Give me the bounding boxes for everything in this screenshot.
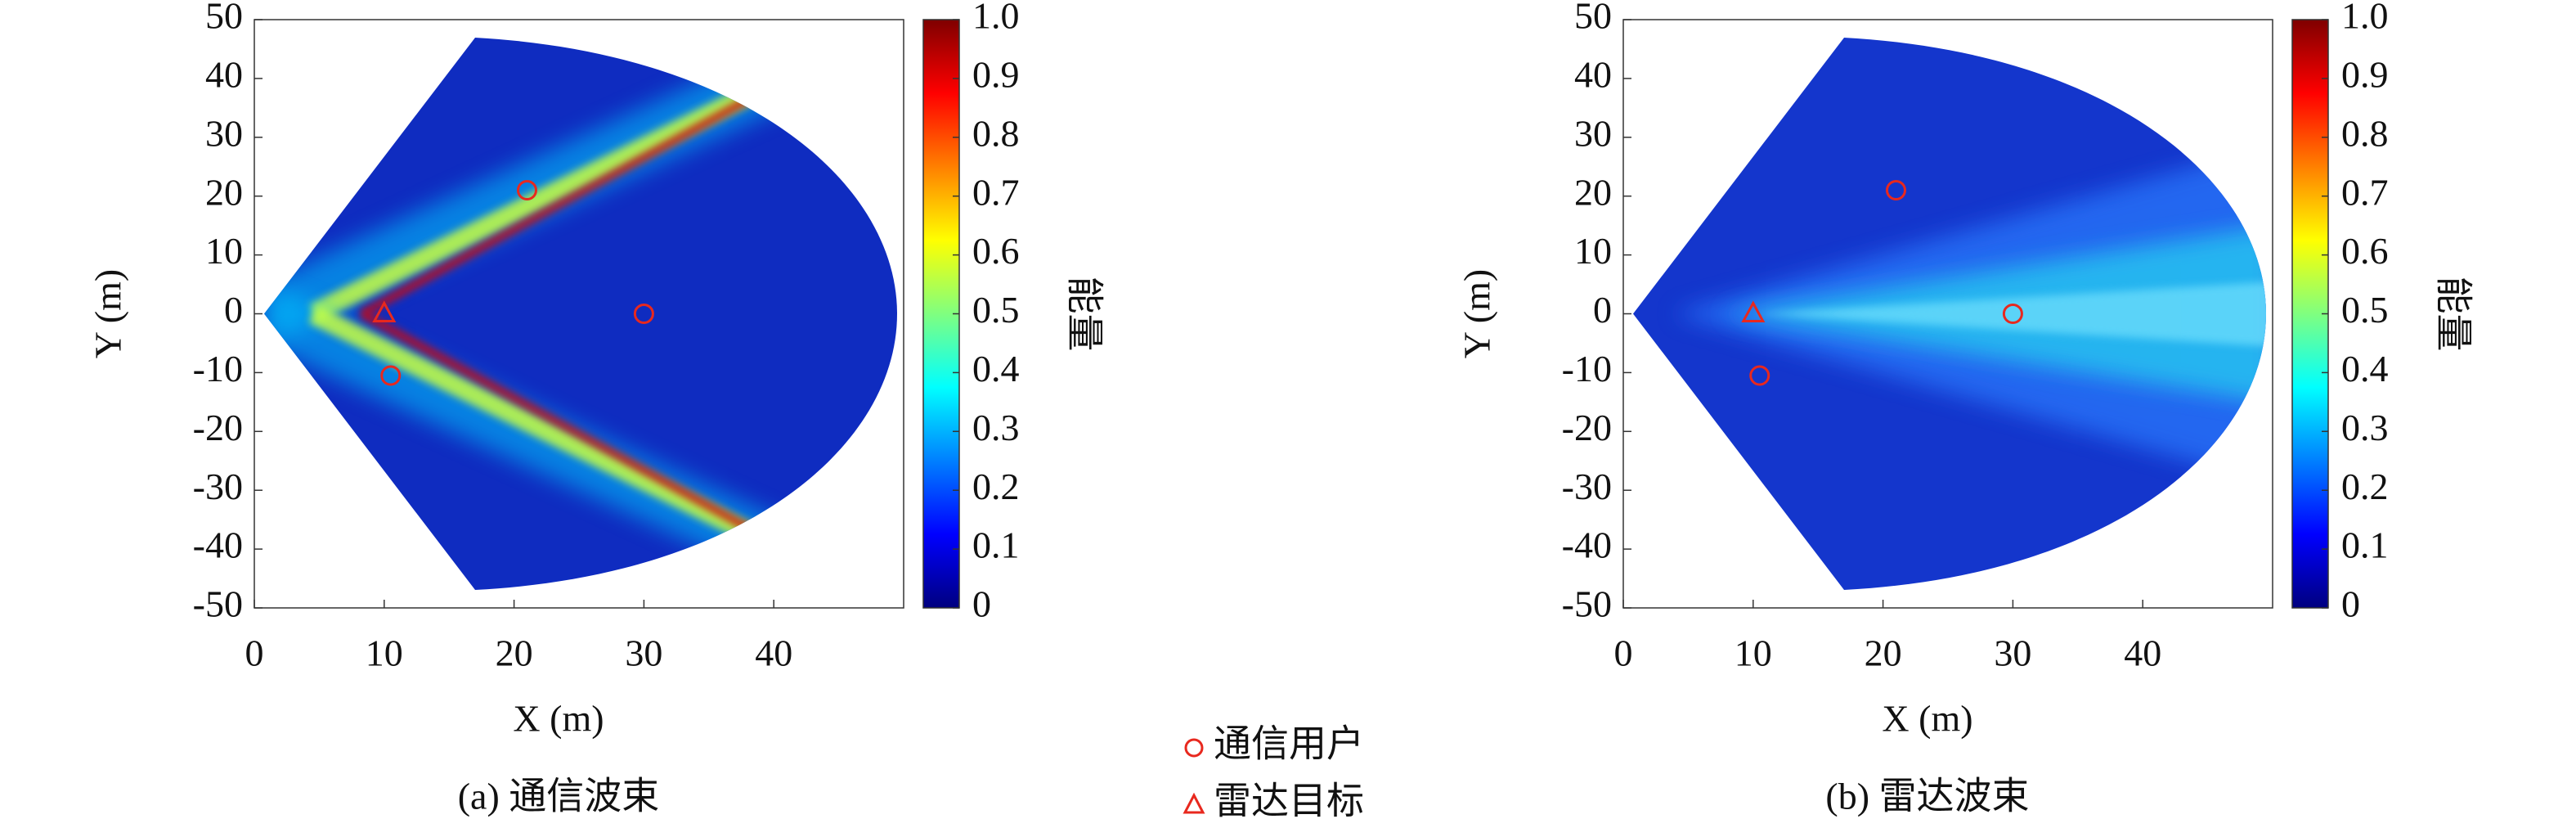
colorbar-tick-label: 0.3 — [972, 407, 1020, 448]
colorbar-tick-label: 0.6 — [972, 230, 1020, 272]
x-tick-label: 0 — [245, 632, 264, 674]
colorbar-tick-label: 0.3 — [2341, 407, 2389, 448]
marker-circle — [2002, 304, 2023, 324]
colorbar-tick-label: 0.8 — [972, 112, 1020, 154]
y-tick-label: -30 — [1562, 466, 1612, 507]
x-tick-label: 10 — [366, 632, 403, 674]
x-tick-label: 10 — [1735, 632, 1772, 674]
heatmap — [1633, 38, 2266, 590]
series — [1749, 180, 2023, 386]
heatmap — [264, 38, 897, 590]
legend-label: 雷达目标 — [1214, 781, 1364, 822]
colorbar-tick-label: 0.1 — [2341, 524, 2389, 566]
colorbar-tick-label: 0.9 — [2341, 53, 2389, 95]
colorbar-tick-label: 0 — [2341, 583, 2360, 625]
panel: 0 10 20 30 40 -50 -40 -30 -20 -10 0 10 20 30 40 50 X (m)… — [1456, 0, 2475, 817]
colorbar-tick-label: 0.4 — [2341, 348, 2389, 389]
y-tick-label: -10 — [1562, 348, 1612, 389]
y-tick-label: 0 — [224, 289, 243, 331]
y-tick-label: -50 — [193, 583, 243, 625]
x-tick-label: 20 — [1865, 632, 1902, 674]
colorbar-tick-label: 0.8 — [2341, 112, 2389, 154]
x-tick-label: 30 — [625, 632, 662, 674]
marker-circle — [1885, 180, 1906, 201]
colorbar-tick-label: 0 — [972, 583, 991, 625]
y-tick-label: 20 — [1574, 171, 1612, 213]
caption: (a) 通信波束 — [458, 776, 660, 817]
y-tick-label: -40 — [193, 524, 243, 566]
x-axis-label: X (m) — [1882, 698, 1972, 740]
series — [372, 300, 397, 322]
colorbar-tick-label: 0.7 — [2341, 171, 2389, 213]
y-tick-label: 30 — [1574, 112, 1612, 154]
y-tick-label: -10 — [193, 348, 243, 389]
marker-triangle — [372, 300, 397, 322]
y-tick-label: 50 — [1574, 0, 1612, 37]
x-tick-label: 40 — [2124, 632, 2161, 674]
colorbar-tick-label: 0.2 — [972, 466, 1020, 507]
y-tick-label: 40 — [205, 53, 243, 95]
colorbar-tick-label: 0.2 — [2341, 466, 2389, 507]
legend-label: 通信用户 — [1214, 723, 1364, 765]
colorbar-label: 能量 — [2432, 277, 2474, 352]
beam-core — [1754, 281, 2266, 347]
marker-circle — [1749, 365, 1770, 386]
y-tick-label: 0 — [1593, 289, 1612, 331]
colorbar-tick-label: 1.0 — [2341, 0, 2389, 37]
y-axis-label: Y (m) — [88, 269, 129, 358]
y-axis-label: Y (m) — [1456, 269, 1498, 358]
series — [1741, 300, 1766, 322]
colorbar-tick-label: 0.1 — [972, 524, 1020, 566]
x-axis-label: X (m) — [513, 698, 604, 740]
legend-marker — [1183, 792, 1205, 814]
x-tick-label: 20 — [496, 632, 533, 674]
marker-circle — [516, 180, 537, 201]
y-tick-label: 30 — [205, 112, 243, 154]
y-tick-label: -20 — [193, 407, 243, 448]
colorbar-tick-label: 0.5 — [2341, 289, 2389, 331]
colorbar-tick-label: 0.5 — [972, 289, 1020, 331]
y-tick-label: 40 — [1574, 53, 1612, 95]
panel: 0 10 20 30 40 -50 -40 -30 -20 -10 0 10 20 30 40 50 X (m)… — [88, 0, 1106, 817]
colorbar-tick-label: 1.0 — [972, 0, 1020, 37]
legend-marker — [1184, 738, 1204, 758]
series — [380, 180, 654, 386]
y-tick-label: -20 — [1562, 407, 1612, 448]
y-tick-label: -40 — [1562, 524, 1612, 566]
x-tick-label: 0 — [1614, 632, 1633, 674]
colorbar-tick-label: 0.9 — [972, 53, 1020, 95]
marker-triangle — [1741, 300, 1766, 322]
y-tick-label: 10 — [205, 230, 243, 272]
colorbar-tick-label: 0.4 — [972, 348, 1020, 389]
y-tick-label: -30 — [193, 466, 243, 507]
y-tick-label: 10 — [1574, 230, 1612, 272]
y-tick-label: 20 — [205, 171, 243, 213]
colorbar-tick-label: 0.6 — [2341, 230, 2389, 272]
x-tick-label: 30 — [1994, 632, 2031, 674]
colorbar-label: 能量 — [1063, 277, 1105, 352]
marker-circle — [633, 304, 654, 324]
beams — [1672, 142, 2266, 486]
x-tick-label: 40 — [755, 632, 792, 674]
colorbar-tick-label: 0.7 — [972, 171, 1020, 213]
caption: (b) 雷达波束 — [1825, 776, 2029, 817]
y-tick-label: -50 — [1562, 583, 1612, 625]
marker-circle — [380, 365, 402, 386]
y-tick-label: 50 — [205, 0, 243, 37]
